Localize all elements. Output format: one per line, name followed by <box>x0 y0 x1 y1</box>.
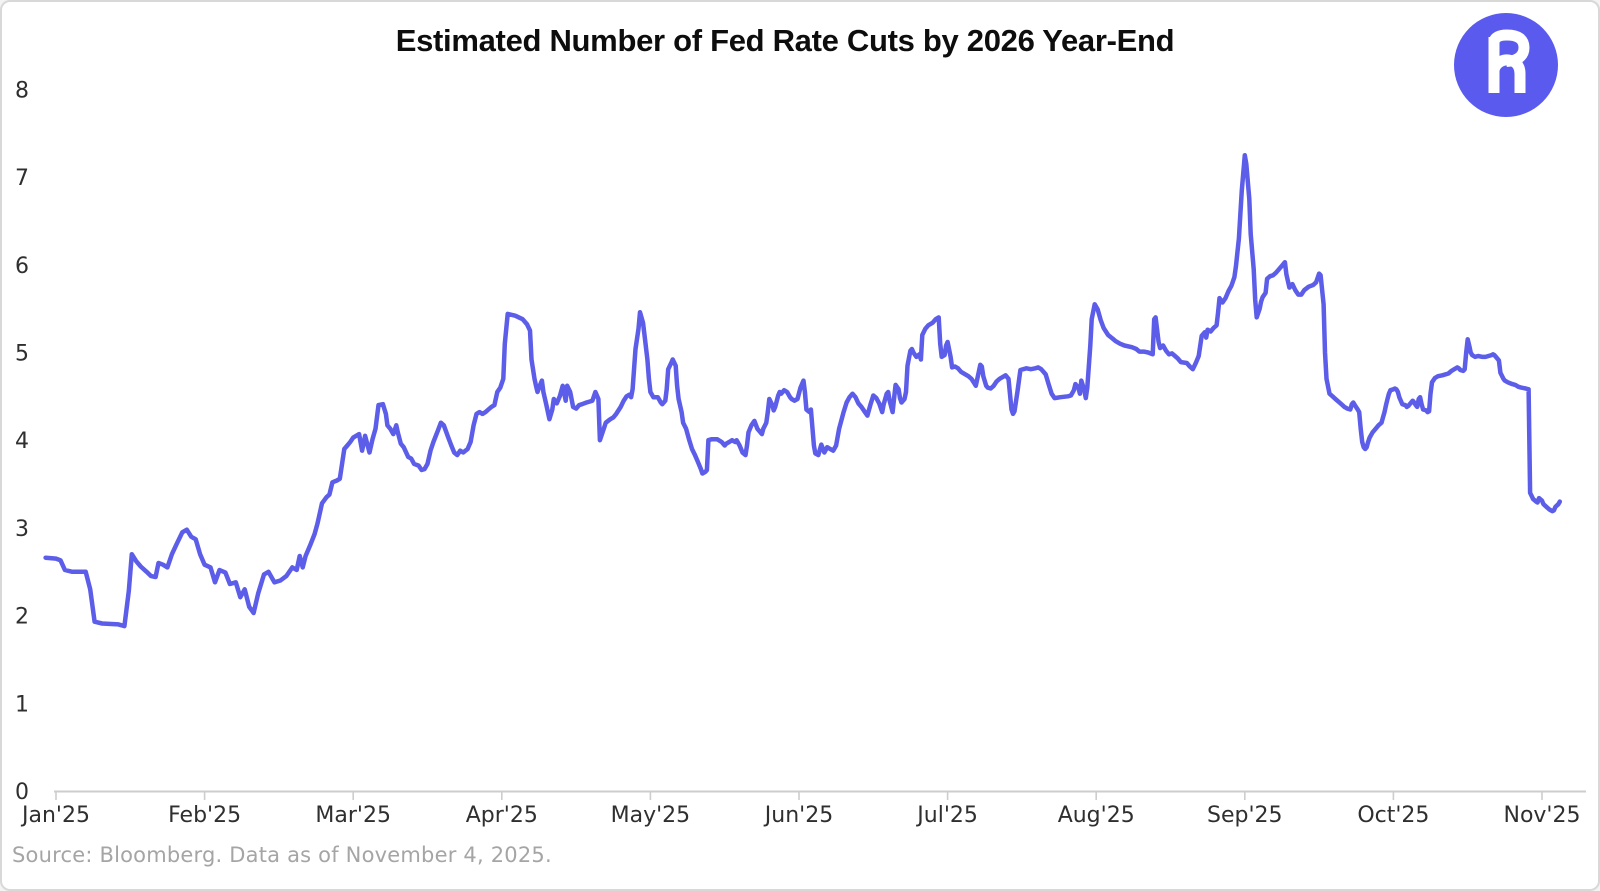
y-axis-tick-label: 4 <box>15 429 29 454</box>
y-axis-tick-label: 8 <box>15 78 29 103</box>
chart-title: Estimated Number of Fed Rate Cuts by 202… <box>395 23 1175 58</box>
logo-rh-glyph <box>1488 29 1530 93</box>
x-axis-tick-label: Sep'25 <box>1207 803 1283 828</box>
x-axis-tick-label: Jul'25 <box>915 803 978 828</box>
x-axis-tick-label: Jun'25 <box>763 803 833 828</box>
source-note: Source: Bloomberg. Data as of November 4… <box>12 843 552 867</box>
roundhill-logo <box>1454 13 1558 117</box>
y-axis-tick-label: 7 <box>15 166 29 191</box>
y-axis-tick-label: 2 <box>15 605 29 630</box>
x-axis-tick-label: Feb'25 <box>168 803 241 828</box>
x-axis-tick-label: May'25 <box>611 803 691 828</box>
y-axis-tick-label: 1 <box>15 692 29 717</box>
x-axis-tick-label: Jan'25 <box>20 803 90 828</box>
x-axis-tick-label: Apr'25 <box>466 803 538 828</box>
y-axis-tick-label: 3 <box>15 517 29 542</box>
x-axis-tick-label: Mar'25 <box>315 803 391 828</box>
x-axis-tick-label: Oct'25 <box>1357 803 1429 828</box>
y-axis-tick-label: 0 <box>15 780 29 805</box>
y-axis-tick-label: 6 <box>15 254 29 279</box>
x-axis-tick-label: Nov'25 <box>1504 803 1581 828</box>
x-axis-tick-label: Aug'25 <box>1058 803 1135 828</box>
y-axis-tick-label: 5 <box>15 342 29 367</box>
rate-cuts-line <box>43 152 1563 629</box>
